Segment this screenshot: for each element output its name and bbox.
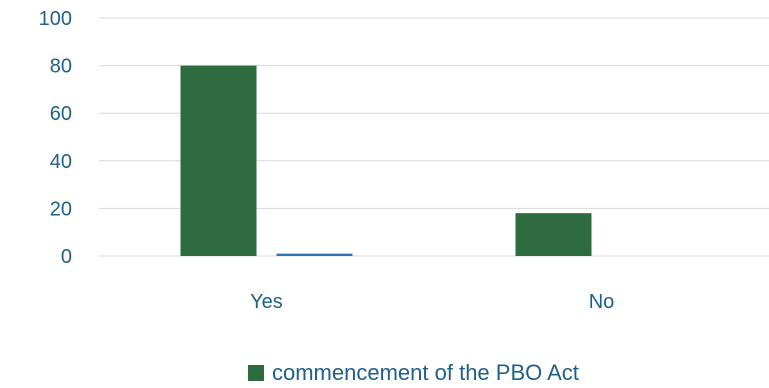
- y-axis: 0 20 40 60 80 100: [39, 8, 72, 268]
- x-axis: Yes No: [250, 291, 614, 313]
- y-tick-label: 20: [50, 198, 72, 220]
- x-tick-label: No: [589, 291, 615, 313]
- y-tick-label: 60: [50, 103, 72, 125]
- y-tick-label: 80: [50, 56, 72, 78]
- bar: [515, 213, 592, 256]
- bar: [276, 253, 353, 256]
- legend-swatch: [248, 365, 264, 381]
- y-tick-label: 0: [61, 246, 72, 268]
- legend: commencement of the PBO Act: [248, 360, 579, 386]
- legend-label: commencement of the PBO Act: [272, 360, 579, 385]
- bar: [180, 65, 257, 256]
- y-tick-label: 100: [39, 8, 72, 30]
- bars: [180, 65, 592, 256]
- x-tick-label: Yes: [250, 291, 283, 313]
- y-tick-label: 40: [50, 151, 72, 173]
